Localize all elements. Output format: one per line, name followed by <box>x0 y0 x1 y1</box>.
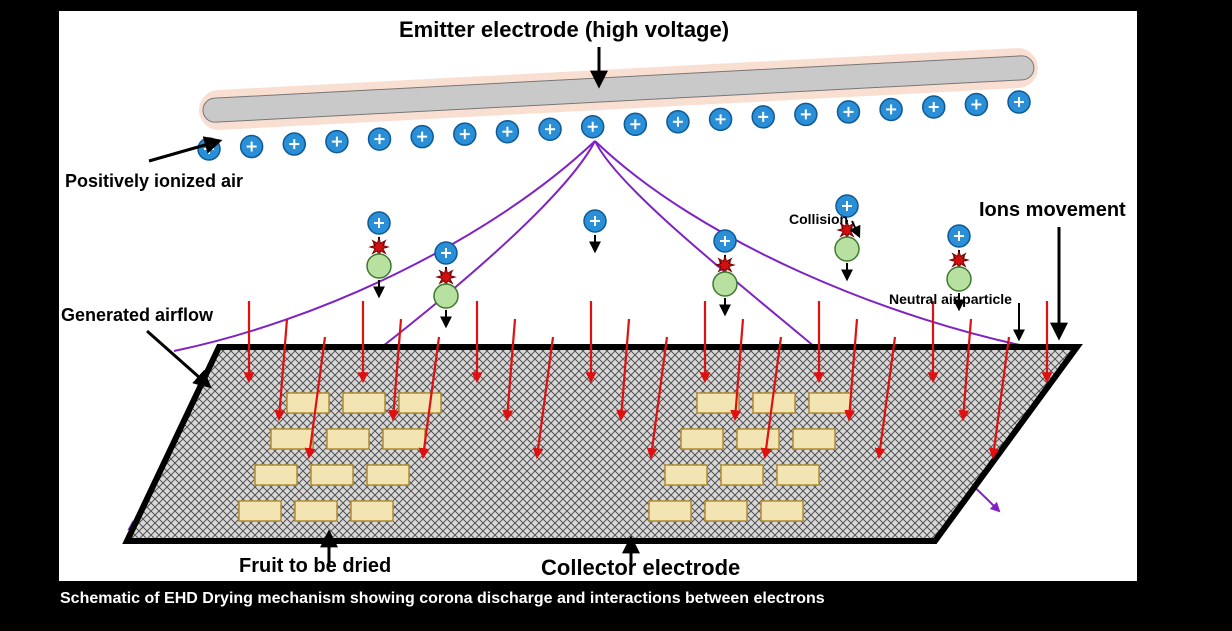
label-airflow: Generated airflow <box>61 305 213 326</box>
label-ions-movement: Ions movement <box>979 199 1126 222</box>
label-collector: Collector electrode <box>541 555 740 581</box>
label-positive-air: Positively ionized air <box>65 171 243 192</box>
caption: Schematic of EHD Drying mechanism showin… <box>60 590 825 608</box>
label-fruit: Fruit to be dried <box>239 555 391 578</box>
diagram-frame: Emitter electrode (high voltage) Positiv… <box>54 6 1142 586</box>
label-neutral: Neutral air particle <box>889 291 1012 307</box>
label-emitter: Emitter electrode (high voltage) <box>399 17 729 43</box>
label-collision: Collision <box>789 211 848 227</box>
